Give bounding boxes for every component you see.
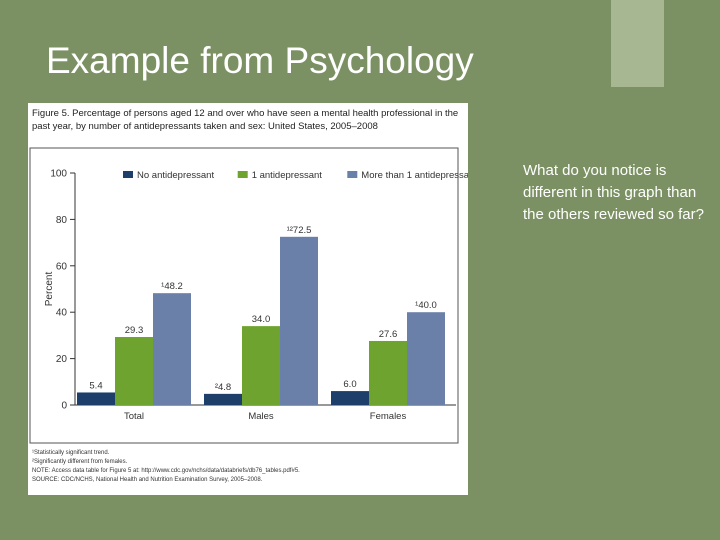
- corner-accent-block: [611, 0, 664, 87]
- data-label: 34.0: [252, 314, 271, 325]
- bar-chart: 0 20 40 60 80 100 Percent No antidepressant 1 an…: [29, 147, 468, 444]
- data-label: 5.4: [89, 380, 102, 391]
- x-tick-label: Males: [248, 411, 274, 422]
- figure-panel: Figure 5. Percentage of persons aged 12 …: [28, 103, 468, 495]
- y-tick-label: 60: [56, 261, 68, 272]
- legend-label: More than 1 antidepressant: [361, 170, 468, 181]
- legend-label: 1 antidepressant: [252, 170, 323, 181]
- figure-note: ²Significantly different from females.: [32, 459, 128, 465]
- bar: [407, 312, 445, 405]
- x-tick-label: Females: [370, 411, 407, 422]
- y-tick-label: 80: [56, 215, 68, 226]
- figure-note: SOURCE: CDC/NCHS, National Health and Nu…: [32, 477, 263, 483]
- data-label: ²4.8: [215, 382, 231, 393]
- data-label: 6.0: [343, 379, 356, 390]
- plot-frame: [29, 147, 459, 444]
- y-tick-label: 20: [56, 354, 68, 365]
- figure-caption: Figure 5. Percentage of persons aged 12 …: [32, 108, 459, 132]
- figure-notes: ¹Statistically significant trend. ²Signi…: [32, 449, 464, 485]
- y-tick-label: 40: [56, 308, 68, 319]
- data-label: ¹48.2: [161, 281, 183, 292]
- data-label: ¹²72.5: [287, 225, 312, 236]
- y-axis-title: Percent: [44, 272, 55, 307]
- bar: [369, 340, 407, 405]
- discussion-question: What do you notice is different in this …: [523, 162, 704, 223]
- bar: [153, 293, 191, 405]
- bar: [204, 393, 242, 405]
- bar: [280, 236, 318, 405]
- bar: [242, 326, 280, 405]
- legend-swatch: [237, 171, 248, 178]
- slide-title: Example from Psychology: [46, 40, 474, 81]
- x-tick-label: Total: [124, 411, 144, 422]
- y-tick-label: 0: [61, 401, 67, 412]
- bar: [77, 392, 115, 405]
- legend-swatch: [123, 171, 133, 178]
- legend-label: No antidepressant: [137, 170, 214, 181]
- data-label: 27.6: [379, 329, 398, 340]
- bar: [115, 337, 153, 405]
- data-label: ¹40.0: [415, 300, 437, 311]
- figure-note: ¹Statistically significant trend.: [32, 450, 110, 456]
- data-label: 29.3: [125, 325, 144, 336]
- bar: [331, 391, 369, 405]
- legend-swatch: [347, 171, 358, 178]
- y-tick-label: 100: [50, 169, 67, 180]
- figure-note: NOTE: Access data table for Figure 5 at:…: [32, 468, 300, 474]
